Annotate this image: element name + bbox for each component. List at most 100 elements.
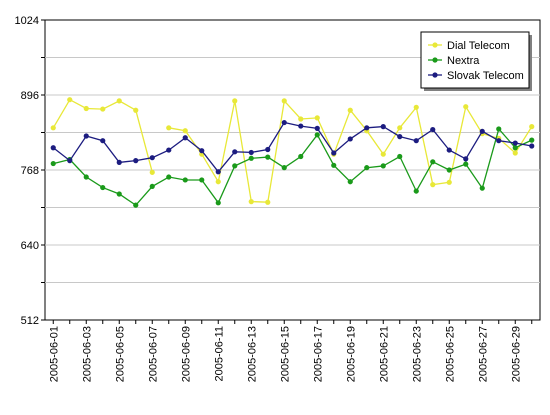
data-point (265, 146, 271, 153)
legend-label: Slovak Telecom (447, 70, 524, 82)
data-point (298, 153, 304, 160)
data-point (133, 107, 139, 113)
data-point (496, 126, 502, 132)
y-tick-label: 1024 (15, 15, 39, 27)
data-point (248, 149, 254, 156)
data-point (232, 163, 238, 169)
y-tick-label: 640 (21, 240, 39, 252)
x-tick-label: 2005-06-27 (477, 326, 489, 382)
data-point (347, 136, 353, 142)
x-tick-label: 2005-06-15 (279, 326, 291, 382)
data-point (512, 145, 518, 151)
data-point (281, 165, 287, 171)
legend-marker (432, 57, 438, 63)
data-point (50, 145, 56, 151)
data-point (116, 98, 122, 104)
data-point (100, 184, 106, 191)
series-line (52, 121, 532, 173)
data-point (215, 179, 221, 185)
data-point (413, 104, 419, 110)
x-tick-label: 2005-06-25 (444, 326, 456, 382)
data-point (166, 147, 172, 153)
x-tick-label: 2005-06-03 (81, 326, 93, 382)
data-point (397, 134, 403, 140)
data-point (397, 125, 403, 131)
series-nextra (50, 126, 535, 208)
series-line (53, 127, 533, 207)
legend-marker (432, 42, 438, 48)
data-point (529, 137, 535, 143)
data-point (50, 160, 56, 167)
x-tick-label: 2005-06-13 (246, 326, 258, 382)
data-point (149, 155, 155, 161)
data-point (529, 143, 535, 149)
data-point (430, 126, 436, 133)
data-point (430, 159, 436, 165)
series-dial-telecom (50, 97, 535, 205)
data-point (232, 149, 238, 155)
data-point (380, 151, 386, 157)
x-tick-label: 2005-06-01 (48, 326, 60, 382)
data-point (100, 106, 106, 112)
legend-label: Nextra (447, 55, 480, 67)
legend-marker (432, 72, 438, 78)
data-point (116, 159, 122, 165)
data-point (298, 116, 304, 122)
data-point (215, 169, 221, 175)
data-point (397, 153, 403, 160)
data-point (248, 155, 254, 161)
data-point (380, 124, 386, 130)
data-point (182, 135, 188, 141)
series-slovak-telecom (50, 119, 535, 175)
x-tick-label: 2005-06-05 (114, 326, 126, 382)
data-point (166, 125, 172, 131)
x-tick-label: 2005-06-19 (345, 326, 357, 382)
data-point (298, 123, 304, 129)
data-point (512, 150, 518, 156)
data-point (116, 191, 122, 197)
x-tick-label: 2005-06-11 (213, 326, 225, 381)
data-point (182, 128, 188, 134)
x-tick-label: 2005-06-21 (378, 326, 390, 382)
data-point (149, 169, 155, 175)
data-point (463, 161, 469, 167)
data-point (463, 156, 469, 162)
data-point (479, 185, 485, 191)
data-point (182, 177, 188, 183)
data-point (265, 199, 271, 205)
x-tick-label: 2005-06-29 (510, 326, 522, 382)
data-point (314, 132, 320, 138)
data-point (67, 97, 73, 103)
data-point (50, 125, 56, 131)
data-point (281, 119, 287, 126)
x-tick-label: 2005-06-07 (147, 326, 159, 382)
data-point (463, 104, 469, 110)
data-point (380, 163, 386, 169)
legend-label: Dial Telecom (447, 40, 510, 52)
data-point (232, 98, 238, 104)
data-point (133, 202, 139, 208)
data-point (446, 147, 452, 153)
data-point (529, 124, 535, 130)
data-point (331, 150, 337, 156)
x-tick-label: 2005-06-17 (312, 326, 324, 382)
data-point (496, 138, 502, 144)
data-point (248, 199, 254, 205)
data-point (83, 174, 89, 180)
data-point (479, 128, 485, 134)
data-point (413, 188, 419, 194)
data-point (166, 174, 172, 180)
data-point (133, 158, 139, 164)
data-point (364, 165, 370, 171)
data-point (446, 167, 452, 173)
data-point (314, 125, 320, 131)
x-tick-label: 2005-06-23 (411, 326, 423, 382)
data-point (314, 115, 320, 121)
data-point (281, 98, 287, 104)
data-point (149, 183, 155, 190)
data-point (83, 133, 89, 139)
data-point (83, 105, 89, 112)
data-point (413, 138, 419, 144)
